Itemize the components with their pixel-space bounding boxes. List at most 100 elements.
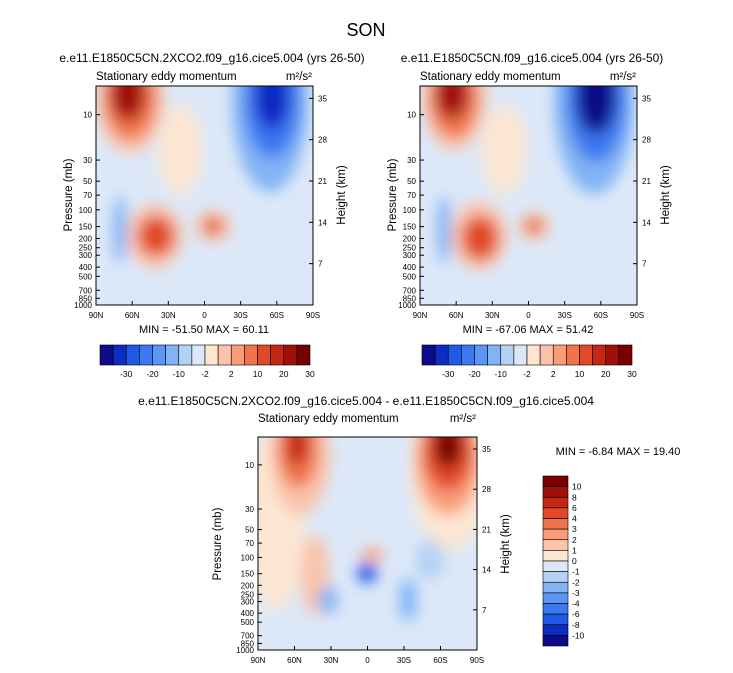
y-tick-label: 700 [403,286,417,295]
y2-tick-label: 35 [642,94,651,103]
panel-1-x-ticks: 90N 60N 30N 0 30S 60S 90S [89,301,320,320]
colorbar-label: -10 [495,369,508,379]
panel-2-blob [437,196,451,264]
colorbar-label: 30 [305,369,315,379]
y2-tick-label: 35 [482,445,491,454]
panel-3: e.e11.E1850C5CN.2XCO2.f09_g16.cice5.004 … [138,394,680,665]
y-tick-label: 1000 [398,301,416,310]
colorbar-swatch [542,528,569,541]
y-tick-label: 250 [241,590,255,599]
panel-1-y2-ticks: 35 28 21 14 7 [309,94,327,269]
panel-1-field [96,86,313,305]
figure-title: SON [346,20,385,40]
colorbar-swatch [592,344,607,366]
y-tick-label: 70 [407,191,416,200]
colorbar-label: 0 [572,556,577,566]
x-tick-label: 60S [594,311,608,320]
colorbar-label: -30 [120,369,133,379]
colorbar-label: 20 [601,369,611,379]
colorbar-label: 2 [551,369,556,379]
colorbar-swatch [542,603,569,615]
y2-tick-label: 28 [318,136,327,145]
y2-tick-label: 21 [482,525,491,534]
panel-3-blob [360,549,384,561]
y-tick-label: 250 [403,244,417,253]
colorbar-swatch [542,613,569,626]
y-tick-label: 700 [79,286,93,295]
y-tick-label: 500 [79,272,93,281]
colorbar-swatch [165,344,180,366]
colorbar-swatch [178,344,193,366]
colorbar-swatch [542,539,569,551]
colorbar-swatch [542,592,569,604]
colorbar-swatch [461,344,475,366]
panel-3-blob [357,563,377,583]
colorbar-swatch [605,344,620,366]
panel-3-field [258,437,477,650]
colorbar-swatch [434,344,449,366]
colorbar-label: -2 [572,577,580,587]
panel-1-blob [204,218,222,234]
y-tick-label: 150 [241,570,255,579]
panel-1-colorbar: -30 -20 -10 -2 2 10 20 30 [99,344,315,379]
y-tick-label: 850 [79,294,93,303]
colorbar-label: -20 [468,369,481,379]
colorbar-swatch [257,344,271,366]
colorbar-label: -3 [572,588,580,598]
colorbar-swatch [283,344,298,366]
colorbar-swatch [618,344,633,366]
panel-1-minmax: MIN = -51.50 MAX = 60.11 [139,324,269,336]
colorbar-label: 10 [253,369,263,379]
colorbar-swatch [474,344,488,366]
x-tick-label: 0 [365,656,370,665]
y-tick-label: 200 [241,581,255,590]
panel-3-blob [434,437,462,468]
y-tick-label: 30 [407,156,416,165]
colorbar-label: -10 [572,630,585,640]
x-tick-label: 30S [234,311,248,320]
panel-2-blob [462,216,498,260]
colorbar-label: 30 [627,369,637,379]
y-tick-label: 30 [245,505,254,514]
panel-1: e.e11.E1850C5CN.2XCO2.f09_g16.cice5.004 … [59,51,364,379]
y-tick-label: 100 [79,206,93,215]
panel-2-contours [422,86,634,270]
x-tick-label: 30N [324,656,339,665]
y-tick-label: 300 [79,251,93,260]
colorbar-swatch [542,486,569,498]
panel-2-blob [482,105,526,195]
x-tick-label: 90S [470,656,484,665]
y-tick-label: 50 [245,526,254,535]
panel-1-blob [113,196,127,264]
y-tick-label: 500 [241,618,255,627]
colorbar-label: -20 [146,369,159,379]
panel-2-y2-ticks: 35 28 21 14 7 [633,94,651,269]
x-tick-label: 60N [287,656,302,665]
colorbar-label: -1 [572,567,580,577]
panel-2-title: e.e11.E1850C5CN.f09_g16.cice5.004 (yrs 2… [401,51,664,65]
x-tick-label: 30S [558,311,572,320]
colorbar-swatch [139,344,153,366]
panel-3-blob [416,540,444,580]
colorbar-swatch [526,344,541,366]
y-tick-label: 70 [245,539,254,548]
x-tick-label: 90S [306,311,320,320]
y-tick-label: 10 [407,111,416,120]
colorbar-swatch [566,344,580,366]
colorbar-swatch [542,571,569,583]
y-tick-label: 700 [241,632,255,641]
panel-2-colorbar: -30 -20 -10 -2 2 10 20 30 [421,344,637,379]
panel-1-title: e.e11.E1850C5CN.2XCO2.f09_g16.cice5.004 … [59,51,364,65]
panel-2-blob [576,86,616,134]
panel-1-blob [111,86,145,120]
y-tick-label: 150 [403,223,417,232]
y-tick-label: 1000 [74,301,92,310]
x-tick-label: 90N [413,311,428,320]
panel-3-x-ticks: 90N 60N 30N 0 30S 60S 90S [251,646,484,665]
colorbar-swatch [99,344,114,366]
panel-3-units: m²/s² [450,413,476,425]
panel-2-field [420,86,637,305]
colorbar-label: 4 [572,514,577,524]
